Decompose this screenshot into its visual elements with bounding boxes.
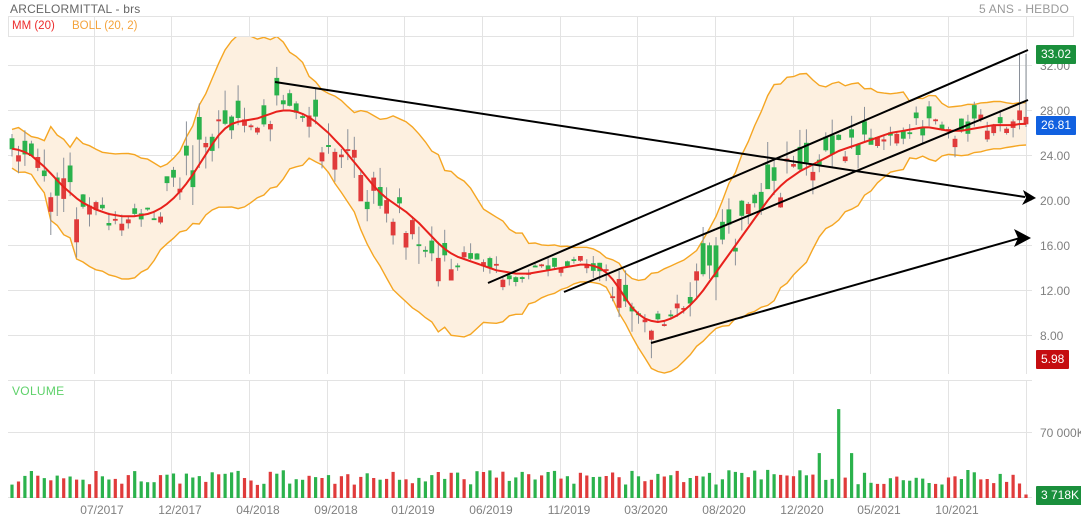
bollinger-lower-line xyxy=(11,144,1027,374)
x-tick-5: 06/2019 xyxy=(469,503,513,517)
volume-series-canvas xyxy=(10,409,1028,498)
header-cell xyxy=(94,16,95,37)
price-tick-12: 12.00 xyxy=(1040,284,1071,298)
last-volume-badge: 3 718K xyxy=(1036,486,1081,505)
header-cell xyxy=(715,16,716,37)
header-top-rule xyxy=(8,16,1073,17)
x-tick-4: 01/2019 xyxy=(391,503,435,517)
last-price-badge: 26.81 xyxy=(1036,116,1077,135)
header-cell xyxy=(1026,16,1027,37)
header-cell xyxy=(870,16,871,37)
header-cell xyxy=(8,16,9,37)
x-tick-11: 10/2021 xyxy=(935,503,979,517)
bollinger-upper-line xyxy=(11,37,1027,282)
header-bottom-rule xyxy=(8,36,1073,37)
header-cell xyxy=(948,16,949,37)
header-cell xyxy=(560,16,561,37)
price-tick-20: 20.00 xyxy=(1040,194,1071,208)
price-pane[interactable] xyxy=(8,37,1036,374)
header-cell xyxy=(249,16,250,37)
x-tick-8: 08/2020 xyxy=(702,503,746,517)
price-tick-24: 24.00 xyxy=(1040,149,1071,163)
arrowhead-descending xyxy=(1022,190,1036,205)
legend-item-mm[interactable]: MM (20) xyxy=(12,20,55,32)
x-tick-7: 03/2020 xyxy=(624,503,668,517)
price-tick-8: 8.00 xyxy=(1040,329,1064,343)
trendline-descending-resistance xyxy=(274,81,1026,198)
price-tick-28: 28.00 xyxy=(1040,104,1071,118)
x-tick-2: 04/2018 xyxy=(236,503,280,517)
x-tick-9: 12/2020 xyxy=(780,503,824,517)
trendline-overlay xyxy=(274,49,1036,344)
x-tick-6: 11/2019 xyxy=(547,503,591,517)
volume-tick-70000: 70 000K xyxy=(1040,426,1081,440)
header-cell xyxy=(327,16,328,37)
legend-item-boll[interactable]: BOLL (20, 2) xyxy=(72,20,138,32)
x-tick-1: 12/2017 xyxy=(158,503,202,517)
indicator-header-grid xyxy=(0,16,1081,37)
header-cell xyxy=(1073,16,1074,37)
trendline-channel-upper xyxy=(487,49,1029,284)
indicator-legend: MM (20) BOLL (20, 2) xyxy=(12,19,137,34)
trendline-channel-mid xyxy=(563,99,1029,293)
header-cell xyxy=(404,16,405,37)
trendline-ascending-support xyxy=(650,237,1021,344)
header-cell xyxy=(171,16,172,37)
price-tick-16: 16.00 xyxy=(1040,239,1071,253)
volume-pane-label: VOLUME xyxy=(12,384,65,398)
header-cell xyxy=(482,16,483,37)
x-tick-0: 07/2017 xyxy=(80,503,124,517)
volume-pane[interactable] xyxy=(8,380,1032,498)
x-tick-3: 09/2018 xyxy=(314,503,358,517)
price-series-canvas xyxy=(9,37,1029,374)
period-low-badge: 5.98 xyxy=(1036,350,1070,369)
arrowhead-ascending xyxy=(1014,229,1031,247)
header-cell xyxy=(637,16,638,37)
x-tick-10: 05/2021 xyxy=(857,503,901,517)
instrument-title: ARCELORMITTAL - brs xyxy=(10,2,141,16)
moving-average-line xyxy=(11,109,1027,323)
period-high-badge: 33.02 xyxy=(1036,45,1077,64)
period-label: 5 ANS - HEBDO xyxy=(979,2,1069,16)
header-cell xyxy=(793,16,794,37)
